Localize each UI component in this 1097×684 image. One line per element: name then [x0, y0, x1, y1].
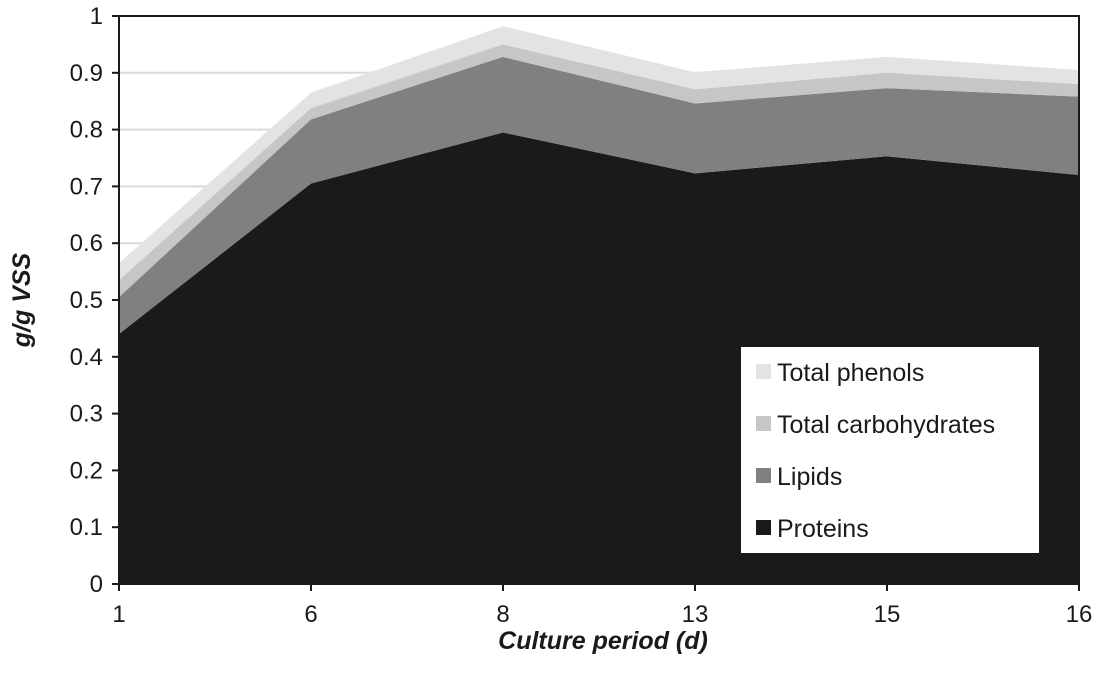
y-tick-label: 0.6 [70, 230, 103, 257]
legend-label: Lipids [777, 463, 842, 491]
y-axis-title: g/g VSS [8, 252, 36, 348]
y-tick-label: 0.5 [70, 287, 103, 314]
y-tick-label: 0.1 [70, 514, 103, 541]
legend-swatch [756, 416, 771, 431]
x-axis-ticks: 1 6 8 13 15 16 [112, 584, 1092, 628]
y-tick-label: 0 [90, 571, 103, 598]
legend-label: Total carbohydrates [777, 411, 995, 439]
x-tick-label: 8 [496, 601, 509, 628]
x-tick-label: 15 [874, 601, 901, 628]
x-tick-label: 1 [112, 601, 125, 628]
legend-label: Total phenols [777, 359, 924, 387]
y-tick-label: 0.9 [70, 60, 103, 87]
y-axis-ticks: 0 0.1 0.2 0.3 0.4 0.5 0.6 0.7 0.8 0.9 1 [70, 3, 119, 598]
y-tick-label: 0.8 [70, 117, 103, 144]
x-tick-label: 6 [304, 601, 317, 628]
x-tick-label: 16 [1066, 601, 1093, 628]
legend-swatch [756, 520, 771, 535]
y-tick-label: 0.4 [70, 344, 103, 371]
x-axis-title: Culture period (d) [498, 627, 708, 655]
y-tick-label: 1 [90, 3, 103, 30]
legend-swatch [756, 364, 771, 379]
legend-swatch [756, 468, 771, 483]
y-tick-label: 0.3 [70, 401, 103, 428]
legend: Total phenols Total carbohydrates Lipids Pr… [741, 347, 1039, 553]
legend-label: Proteins [777, 515, 869, 543]
y-tick-label: 0.2 [70, 457, 103, 484]
legend-box [741, 347, 1039, 553]
x-tick-label: 13 [682, 601, 709, 628]
area-total-phenols [119, 26, 1079, 281]
y-tick-label: 0.7 [70, 173, 103, 200]
area-lipids [119, 56, 1079, 335]
